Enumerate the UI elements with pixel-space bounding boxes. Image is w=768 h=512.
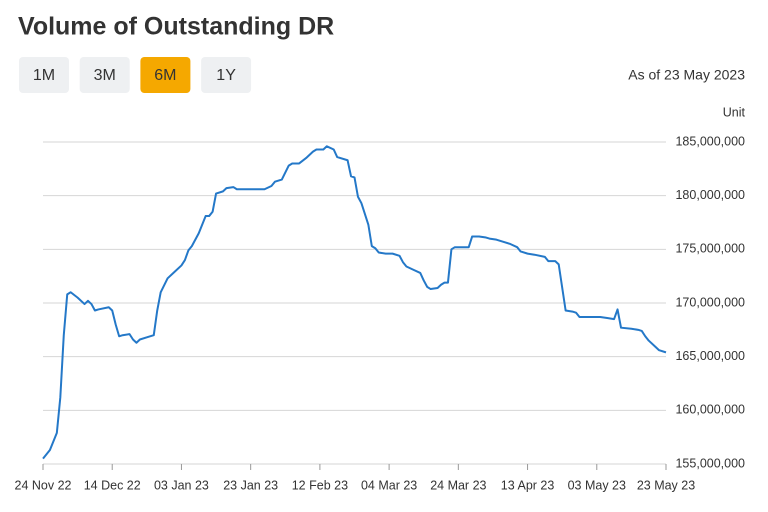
x-tick-label: 13 Apr 23 bbox=[501, 478, 555, 492]
x-tick-label: 23 May 23 bbox=[637, 478, 695, 492]
y-tick-label: 185,000,000 bbox=[675, 134, 745, 148]
y-axis-unit: Unit bbox=[723, 105, 746, 119]
button-background[interactable] bbox=[140, 57, 191, 93]
range-button[interactable]: 6M bbox=[140, 57, 191, 93]
button-label[interactable]: 3M bbox=[94, 67, 116, 84]
chart-title: Volume of Outstanding DR bbox=[18, 13, 334, 41]
x-tick-label: 03 May 23 bbox=[568, 478, 626, 492]
button-label[interactable]: 1Y bbox=[216, 67, 236, 84]
button-background[interactable] bbox=[201, 57, 252, 93]
x-tick-label: 14 Dec 22 bbox=[84, 478, 141, 492]
x-tick-label: 24 Nov 22 bbox=[15, 478, 72, 492]
data-line bbox=[42, 145, 667, 460]
button-background[interactable] bbox=[79, 57, 130, 93]
y-tick-label: 155,000,000 bbox=[675, 456, 745, 470]
range-button[interactable]: 3M bbox=[79, 57, 130, 93]
range-button[interactable]: 1Y bbox=[201, 57, 252, 93]
x-tick-label: 03 Jan 23 bbox=[154, 478, 209, 492]
y-tick-label: 165,000,000 bbox=[675, 349, 745, 363]
y-tick-label: 175,000,000 bbox=[675, 242, 745, 256]
button-label[interactable]: 1M bbox=[33, 67, 55, 84]
y-tick-label: 170,000,000 bbox=[675, 295, 745, 309]
y-tick-label: 160,000,000 bbox=[675, 403, 745, 417]
x-tick-label: 24 Mar 23 bbox=[430, 478, 486, 492]
as-of-date: As of 23 May 2023 bbox=[628, 67, 745, 83]
x-tick-label: 04 Mar 23 bbox=[361, 478, 417, 492]
x-tick-label: 12 Feb 23 bbox=[292, 478, 348, 492]
range-button[interactable]: 1M bbox=[19, 57, 69, 93]
y-tick-label: 180,000,000 bbox=[675, 188, 745, 202]
button-label[interactable]: 6M bbox=[154, 67, 176, 84]
button-background[interactable] bbox=[19, 57, 69, 93]
x-tick-label: 23 Jan 23 bbox=[223, 478, 278, 492]
